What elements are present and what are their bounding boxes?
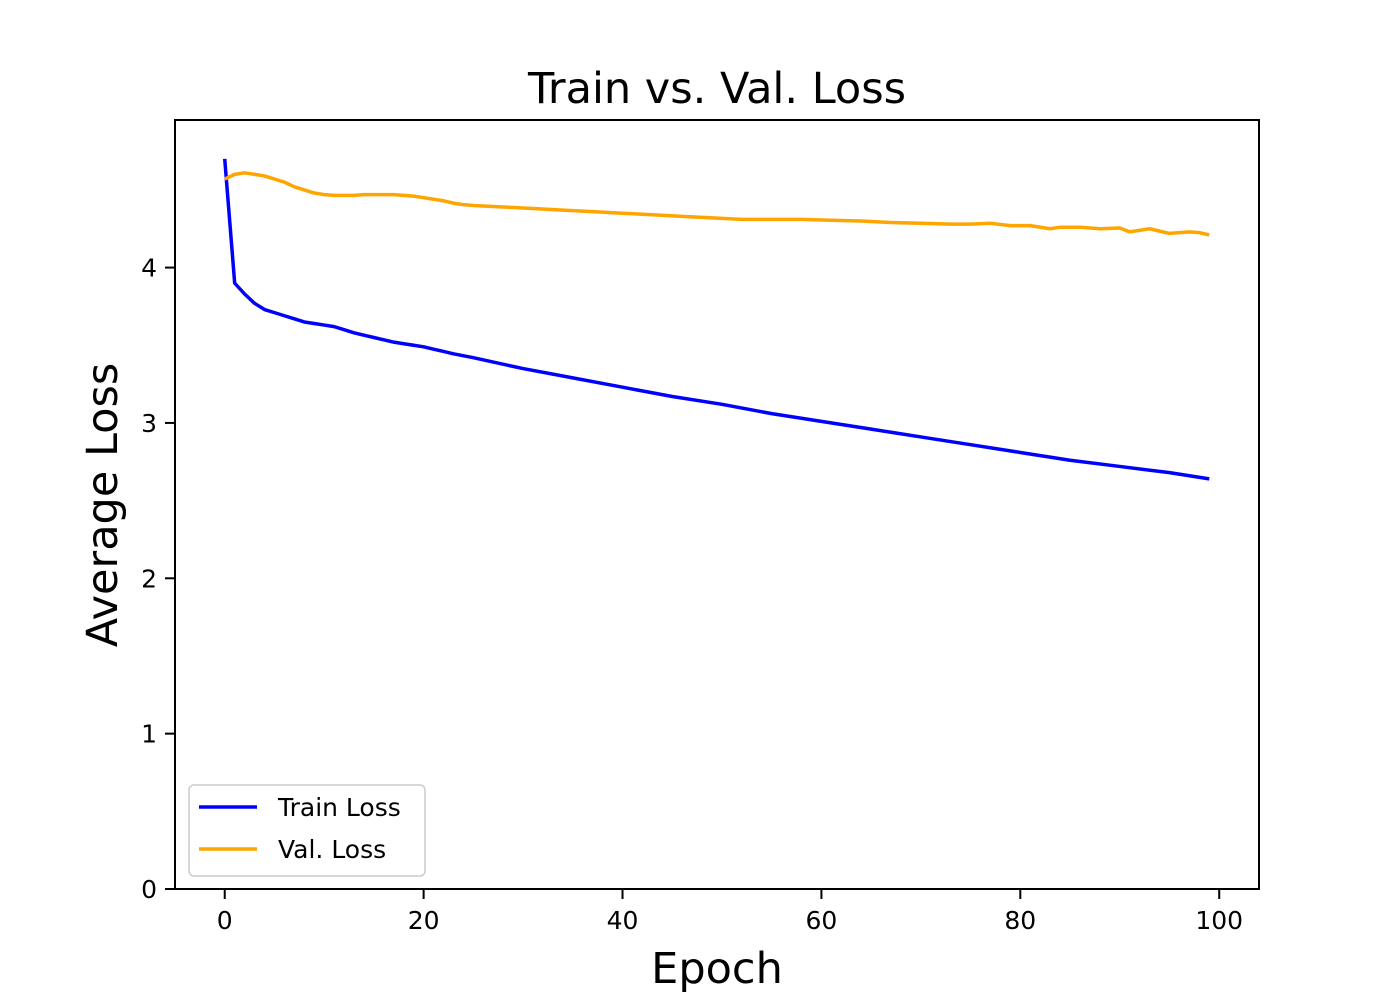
y-tick-label: 2 xyxy=(141,564,157,593)
plot-frame xyxy=(174,119,1260,890)
y-tick-label: 4 xyxy=(141,254,157,283)
series-line-train-loss xyxy=(222,158,1210,481)
plot-area xyxy=(174,119,1260,890)
legend: Train Loss Val. Loss xyxy=(188,784,426,877)
legend-label-val-loss: Val. Loss xyxy=(278,835,386,864)
x-tick-label: 0 xyxy=(217,906,233,935)
chart-title: Train vs. Val. Loss xyxy=(527,64,906,114)
legend-label-train-loss: Train Loss xyxy=(277,793,401,822)
x-axis: 0 20 40 60 80 100 xyxy=(217,889,1243,935)
x-tick-label: 100 xyxy=(1195,906,1243,935)
y-tick-label: 3 xyxy=(141,409,157,438)
x-tick-label: 60 xyxy=(806,906,838,935)
y-axis: 0 1 2 3 4 xyxy=(141,254,175,904)
y-tick-label: 1 xyxy=(141,720,157,749)
x-tick-label: 20 xyxy=(408,906,440,935)
x-axis-label: Epoch xyxy=(651,944,783,994)
x-tick-label: 80 xyxy=(1004,906,1036,935)
plot-background xyxy=(175,120,1259,889)
y-axis-label: Average Loss xyxy=(78,363,128,648)
series-line-val-loss xyxy=(223,171,1210,237)
x-tick-label: 40 xyxy=(607,906,639,935)
series-layer xyxy=(222,158,1210,481)
y-tick-label: 0 xyxy=(141,875,157,904)
